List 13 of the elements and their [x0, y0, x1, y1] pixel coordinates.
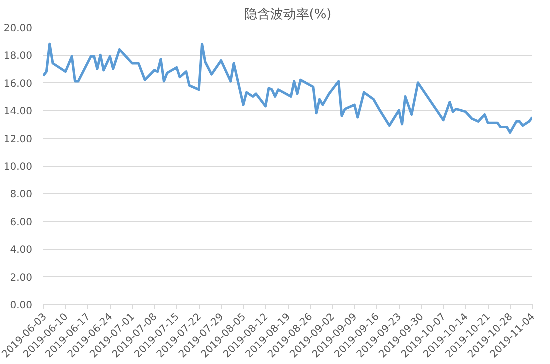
y-tick-label: 14.00 — [4, 106, 33, 118]
y-tick-label: 10.00 — [4, 162, 33, 173]
y-tick-label: 8.00 — [10, 190, 32, 201]
chart-title: 隐含波动率(%) — [244, 6, 332, 22]
y-tick-label: 12.00 — [4, 134, 33, 146]
y-tick-label: 0.00 — [10, 300, 32, 312]
y-tick-label: 16.00 — [4, 78, 33, 90]
y-tick-label: 18.00 — [4, 51, 33, 62]
y-tick-label: 2.00 — [10, 272, 32, 284]
y-tick-label: 20.00 — [4, 24, 33, 34]
y-tick-label: 6.00 — [10, 217, 32, 228]
line-series — [44, 42, 532, 134]
y-tick-label: 4.00 — [10, 245, 32, 256]
